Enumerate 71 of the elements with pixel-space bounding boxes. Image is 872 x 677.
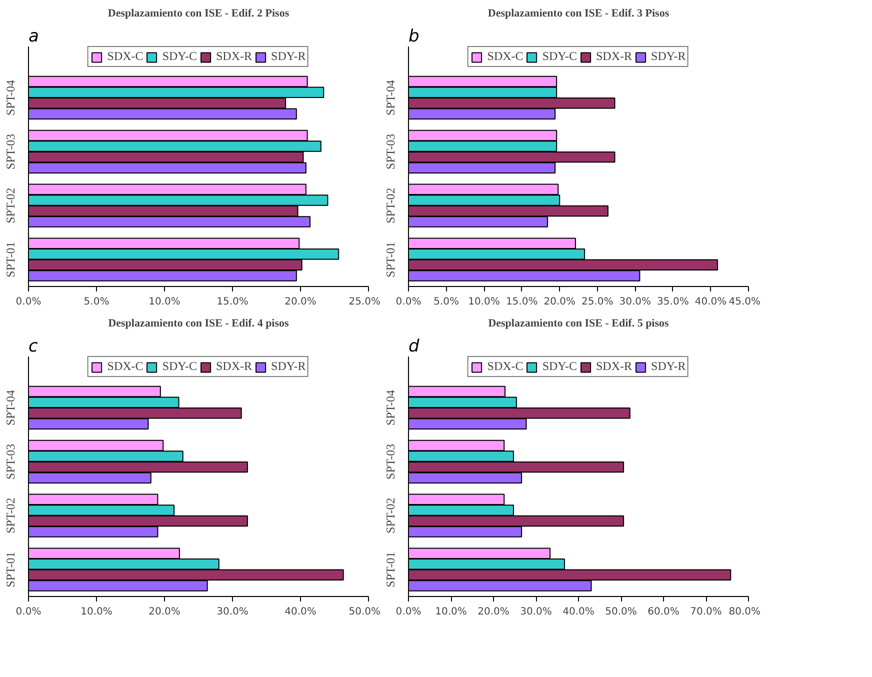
legend-label: SDY-R [271, 359, 306, 374]
chart-title: Desplazamiento con ISE - Edif. 3 Pisos [488, 8, 670, 20]
y-tick-label: SPT-01 [4, 242, 18, 278]
x-tick-label: 25.0% [348, 296, 381, 308]
x-tick-label: 50.0% [348, 606, 381, 618]
y-tick-label: SPT-04 [4, 390, 18, 426]
x-tick-label: 10.0% [435, 606, 467, 618]
x-tick-label: 40.0% [284, 606, 316, 618]
x-tick-label: 30.0% [619, 296, 652, 308]
y-tick-label: SPT-02 [4, 188, 18, 224]
x-tick-label: 20.0% [544, 296, 576, 308]
x-tick-label: 50.0% [605, 606, 637, 618]
x-tick-label: 20.0% [478, 606, 510, 618]
y-tick-label: SPT-04 [384, 390, 398, 426]
x-tick-label: 0.0% [396, 606, 422, 618]
x-tick-label: 0.0% [16, 606, 42, 618]
x-tick-label: 70.0% [690, 606, 722, 618]
legend-label: SDY-R [271, 49, 306, 64]
annotation: b [408, 26, 420, 46]
legend-label: SDX-C [487, 49, 524, 64]
legend-label: SDX-R [596, 359, 632, 374]
chart-title: Desplazamiento con ISE - Edif. 2 Pisos [108, 8, 290, 20]
x-tick-label: 15.0% [216, 296, 248, 308]
legend-label: SDX-R [216, 49, 252, 64]
x-tick-label: 20.0% [284, 296, 316, 308]
legend-label: SDY-R [651, 359, 686, 374]
y-tick-label: SPT-02 [384, 188, 398, 224]
legend-label: SDY-R [651, 49, 686, 64]
annotation: d [408, 336, 420, 356]
y-tick-label: SPT-03 [384, 444, 398, 480]
y-tick-label: SPT-04 [4, 80, 18, 116]
legend-label: SDY-C [542, 359, 577, 374]
x-tick-label: 20.0% [148, 606, 180, 618]
y-tick-label: SPT-02 [4, 498, 18, 534]
y-tick-label: SPT-01 [4, 552, 18, 588]
legend-label: SDY-C [162, 359, 197, 374]
chart-title: Desplazamiento con ISE - Edif. 4 pisos [108, 318, 290, 330]
x-tick-label: 80.0% [728, 606, 761, 618]
x-tick-label: 30.0% [520, 606, 552, 618]
annotation: c [28, 336, 38, 356]
chart-title: Desplazamiento con ISE - Edif. 5 pisos [488, 318, 670, 330]
y-tick-label: SPT-03 [384, 134, 398, 170]
x-tick-label: 0.0% [396, 296, 422, 308]
legend-label: SDX-R [216, 359, 252, 374]
x-tick-label: 15.0% [506, 296, 538, 308]
x-tick-label: 45.0% [728, 296, 761, 308]
x-tick-label: 5.0% [434, 296, 459, 308]
y-tick-label: SPT-01 [384, 242, 398, 278]
x-tick-label: 5.0% [84, 296, 110, 308]
x-tick-label: 40.0% [694, 296, 727, 308]
y-tick-label: SPT-02 [384, 498, 398, 534]
legend-label: SDX-C [107, 359, 144, 374]
x-tick-label: 30.0% [216, 606, 248, 618]
x-tick-label: 60.0% [648, 606, 680, 618]
y-tick-label: SPT-01 [384, 552, 398, 588]
x-tick-label: 25.0% [582, 296, 614, 308]
legend-label: SDX-C [487, 359, 524, 374]
annotation: a [28, 26, 39, 46]
legend-label: SDY-C [542, 49, 577, 64]
x-tick-label: 10.0% [468, 296, 500, 308]
x-tick-label: 0.0% [16, 296, 42, 308]
y-tick-label: SPT-03 [4, 134, 18, 170]
legend-label: SDY-C [162, 49, 197, 64]
x-tick-label: 10.0% [148, 296, 180, 308]
y-tick-label: SPT-03 [4, 444, 18, 480]
legend-label: SDX-R [596, 49, 632, 64]
y-tick-label: SPT-04 [384, 80, 398, 116]
x-tick-label: 10.0% [80, 606, 112, 618]
legend-label: SDX-C [107, 49, 144, 64]
x-tick-label: 40.0% [562, 606, 594, 618]
x-tick-label: 35.0% [657, 296, 689, 308]
